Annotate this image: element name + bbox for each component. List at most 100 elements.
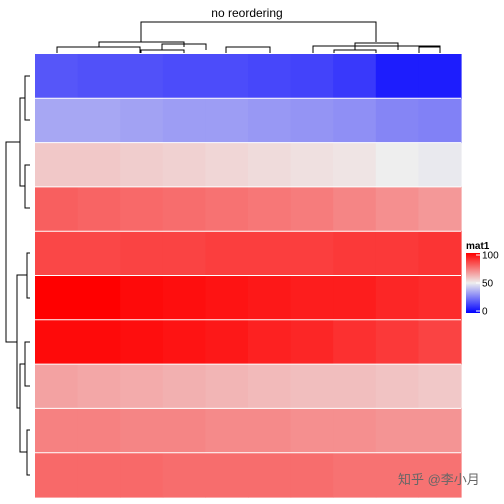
heatmap-cell (333, 98, 377, 144)
row-dendro-branch (19, 363, 27, 453)
heatmap-cell (333, 142, 377, 188)
heatmap-cell (120, 142, 164, 188)
heatmap-cell (77, 142, 121, 188)
legend-color-bar (466, 253, 480, 313)
heatmap-cell (248, 186, 292, 232)
heatmap-cell (35, 142, 79, 188)
chart-title: no reordering (211, 6, 282, 20)
col-dendro-branch (418, 46, 441, 53)
heatmap-cell (162, 142, 206, 188)
heatmap-cell (205, 186, 249, 232)
heatmap-cell (35, 186, 79, 232)
heatmap-cell (162, 408, 206, 454)
heatmap-cell (333, 54, 377, 99)
heatmap-cell (162, 186, 206, 232)
heatmap-cell (77, 408, 121, 454)
heatmap-cell (333, 275, 377, 321)
heatmap-cell (248, 275, 292, 321)
heatmap-cell (205, 98, 249, 144)
heatmap-cell (77, 452, 121, 498)
heatmap-cell (290, 408, 334, 454)
heatmap-cell (375, 275, 419, 321)
heatmap-cell (418, 364, 462, 409)
heatmap-cells (35, 54, 462, 498)
heatmap-cell (35, 54, 79, 99)
row-dendro-branch (19, 97, 25, 187)
heatmap-cell (375, 186, 419, 232)
heatmap-cell (120, 54, 164, 99)
heatmap-cell (35, 98, 79, 144)
heatmap-cell (77, 364, 121, 409)
heatmap-cell (205, 231, 249, 277)
legend-tick-label: 100 (482, 251, 499, 262)
heatmap-cell (120, 186, 164, 232)
heatmap-cell (35, 275, 79, 321)
heatmap-cell (418, 54, 462, 99)
heatmap-cell (333, 364, 377, 409)
heatmap-cell (120, 364, 164, 409)
heatmap-cell (375, 98, 419, 144)
row-dendro-branch (5, 141, 20, 343)
heatmap-cell (248, 408, 292, 454)
heatmap-cell (248, 98, 292, 144)
legend-ticks: 100 50 0 (476, 251, 499, 318)
heatmap-cell (290, 98, 334, 144)
heatmap-cell (418, 319, 462, 365)
heatmap-cell (375, 54, 419, 99)
heatmap-cell (375, 319, 419, 365)
heatmap-cell (418, 452, 462, 498)
row-dendro-branch (26, 429, 30, 476)
heatmap-cell (120, 275, 164, 321)
heatmap-cell (120, 452, 164, 498)
col-dendro-branch (225, 46, 271, 53)
heatmap-cell (162, 319, 206, 365)
heatmap-cell (205, 452, 249, 498)
col-dendro-branch (140, 21, 377, 42)
heatmap-cell (35, 408, 79, 454)
heatmap-cell (290, 54, 334, 99)
heatmap-cell (290, 142, 334, 188)
col-dendro-branch (333, 49, 377, 53)
heatmap-cell (375, 231, 419, 277)
legend-title: mat1 (466, 241, 490, 252)
heatmap-cell (290, 275, 334, 321)
heatmap-cell (418, 408, 462, 454)
heatmap-cell (162, 54, 206, 99)
heatmap-cell (333, 452, 377, 498)
heatmap-cell (120, 98, 164, 144)
heatmap-cell (375, 142, 419, 188)
heatmap-cell (205, 54, 249, 99)
legend-tick-label: 50 (482, 279, 494, 290)
heatmap-cell (333, 186, 377, 232)
heatmap-cell (77, 98, 121, 144)
heatmap-cell (77, 319, 121, 365)
row-dendrogram (5, 75, 30, 476)
heatmap-cell (77, 54, 121, 99)
heatmap-cell (205, 408, 249, 454)
heatmap-cell (120, 231, 164, 277)
heatmap-cell (418, 231, 462, 277)
heatmap-cell (290, 231, 334, 277)
heatmap-cell (418, 275, 462, 321)
heatmap-cell (35, 452, 79, 498)
heatmap-cell (205, 319, 249, 365)
heatmap-cell (162, 98, 206, 144)
heatmap-cell (77, 275, 121, 321)
legend: mat1 100 50 0 (466, 241, 499, 318)
col-dendro-branch (161, 43, 207, 50)
heatmap-cell (418, 186, 462, 232)
row-dendro-branch (24, 164, 30, 209)
heatmap-cell (162, 275, 206, 321)
heatmap-cell (333, 408, 377, 454)
heatmap-cell (162, 452, 206, 498)
heatmap-cell (375, 452, 419, 498)
heatmap-cell (162, 364, 206, 409)
heatmap-cell (248, 452, 292, 498)
legend-tick-label: 0 (482, 307, 488, 318)
row-dendro-branch (26, 252, 30, 299)
heatmap-cell (77, 231, 121, 277)
row-dendro-branch (24, 341, 30, 387)
heatmap-cell (162, 231, 206, 277)
heatmap-cell (248, 231, 292, 277)
heatmap-cell (35, 364, 79, 409)
